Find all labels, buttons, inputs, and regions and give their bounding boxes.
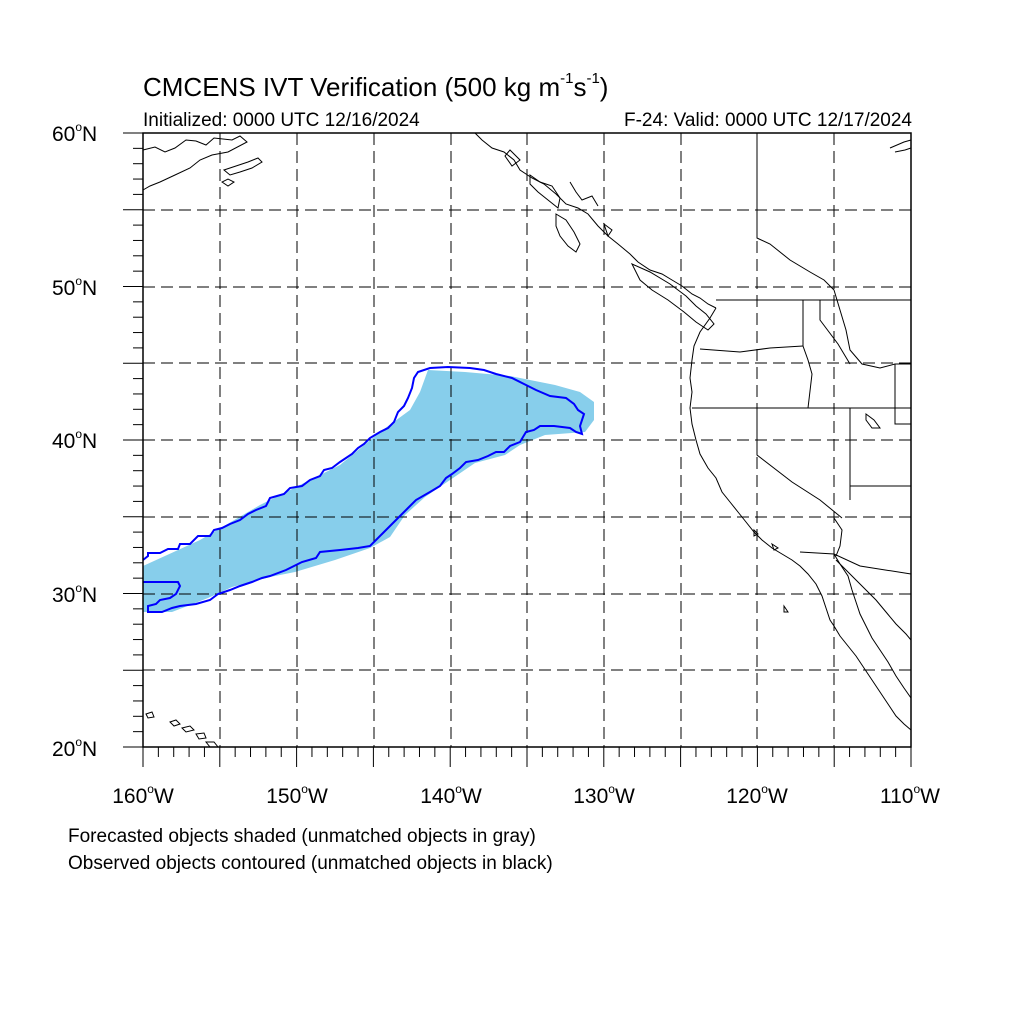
lon-label-130w: 130oW xyxy=(573,782,635,808)
forecast-caption: Forecasted objects shaded (unmatched obj… xyxy=(68,826,536,847)
lat-label-20: 20oN xyxy=(52,735,98,761)
tick-marks xyxy=(123,132,912,767)
graticule xyxy=(143,133,911,747)
lat-label-60: 60oN xyxy=(52,120,98,146)
observed-object-contour xyxy=(142,365,586,613)
coastlines xyxy=(142,132,912,748)
lat-label-50: 50oN xyxy=(52,274,98,300)
valid-time-label: F-24: Valid: 0000 UTC 12/17/2024 xyxy=(624,110,912,131)
lon-label-150w: 150oW xyxy=(266,782,328,808)
initialized-label: Initialized: 0000 UTC 12/16/2024 xyxy=(143,110,420,131)
observed-caption: Observed objects contoured (unmatched ob… xyxy=(68,853,553,874)
lat-label-40: 40oN xyxy=(52,427,98,453)
lon-label-140w: 140oW xyxy=(420,782,482,808)
map-title: CMCENS IVT Verification (500 kg m-1s-1) xyxy=(143,70,609,102)
lat-label-30: 30oN xyxy=(52,581,98,607)
lon-label-120w: 120oW xyxy=(726,782,788,808)
lon-label-110w: 110oW xyxy=(880,782,940,808)
forecast-object-shading xyxy=(143,370,594,612)
lon-label-160w: 160oW xyxy=(112,782,174,808)
